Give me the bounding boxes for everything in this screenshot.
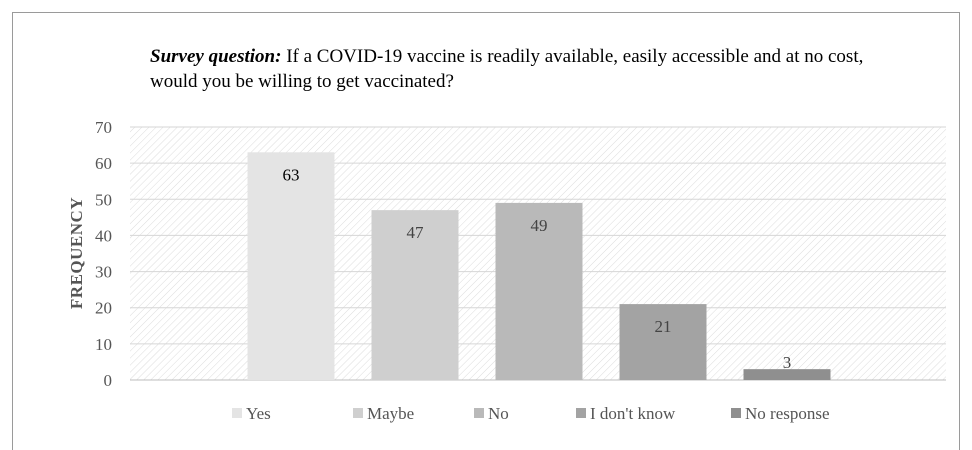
data-label: 63 xyxy=(283,165,300,184)
y-tick-label: 10 xyxy=(95,335,112,354)
y-tick-label: 50 xyxy=(95,190,112,209)
survey-question-lead: Survey question: xyxy=(150,46,282,67)
y-tick-label: 60 xyxy=(95,154,112,173)
legend-item: I don't know xyxy=(576,404,676,423)
survey-question: Survey question: If a COVID-19 vaccine i… xyxy=(150,44,910,94)
y-tick-label: 30 xyxy=(95,263,112,282)
legend-swatch xyxy=(474,408,484,418)
data-label: 21 xyxy=(655,317,672,336)
bar xyxy=(495,202,583,380)
bar xyxy=(371,210,459,380)
y-tick-label: 70 xyxy=(95,118,112,137)
bar xyxy=(247,152,335,380)
data-label: 47 xyxy=(407,223,425,242)
legend-item: No xyxy=(474,404,509,423)
y-axis-ticks: 0 10 20 30 40 50 60 70 xyxy=(95,118,112,390)
legend-item: Maybe xyxy=(353,404,414,423)
data-label: 3 xyxy=(783,353,792,372)
data-labels: 63 47 49 21 3 xyxy=(283,165,792,372)
y-axis-label: FREQUENCY xyxy=(67,197,86,309)
legend-swatch xyxy=(576,408,586,418)
legend-label: I don't know xyxy=(590,404,676,423)
y-tick-label: 20 xyxy=(95,299,112,318)
bar xyxy=(743,369,831,380)
data-label: 49 xyxy=(531,216,548,235)
bar xyxy=(619,304,707,380)
y-tick-label: 40 xyxy=(95,226,112,245)
legend-item: Yes xyxy=(232,404,271,423)
legend-swatch xyxy=(731,408,741,418)
bars xyxy=(247,152,831,380)
legend-item: No response xyxy=(731,404,830,423)
legend-swatch xyxy=(232,408,242,418)
legend: Yes Maybe No I don't know No response xyxy=(232,404,830,423)
survey-question-text: If a COVID-19 vaccine is readily availab… xyxy=(150,46,864,92)
legend-label: No xyxy=(488,404,509,423)
legend-label: Maybe xyxy=(367,404,414,423)
legend-label: Yes xyxy=(246,404,271,423)
legend-swatch xyxy=(353,408,363,418)
y-tick-label: 0 xyxy=(104,371,113,390)
legend-label: No response xyxy=(745,404,830,423)
